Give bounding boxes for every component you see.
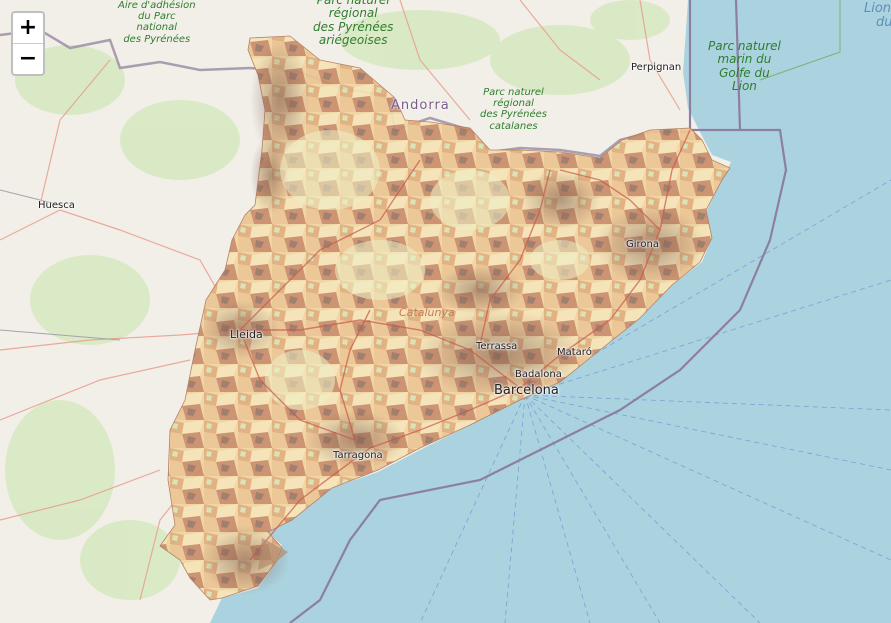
park-marin-line-3: Golfe du [719, 65, 770, 80]
park-ariege-line-3: des Pyrénées [313, 19, 394, 34]
park-catalanes-line-1: Parc naturel [483, 87, 544, 98]
city-label-badalona: Badalona [515, 369, 562, 380]
city-label-barcelona: Barcelona [494, 383, 559, 398]
city-label-terrassa: Terrassa [476, 341, 518, 352]
park-catalanes-line-4: catalanes [489, 120, 538, 132]
region-label-catalunya: Catalunya [399, 306, 455, 319]
city-label-perpignan: Perpignan [631, 62, 682, 73]
zoom-in-button[interactable]: + [13, 13, 43, 44]
country-label-andorra: Andorra [391, 98, 450, 113]
park-catalanes-label: Parc naturel régional des Pyrénées catal… [480, 87, 547, 132]
sea-area [210, 0, 891, 623]
park-aire-line-3: national [136, 22, 178, 34]
main-roads [239, 129, 691, 561]
park-aire-line-4: des Pyrénées [123, 33, 191, 45]
gulf-label: Lion du [864, 1, 891, 31]
park-marin-label: Parc naturel marin du Golfe du Lion [708, 39, 781, 94]
minor-roads [0, 189, 121, 341]
city-label-lleida: Lleida [230, 328, 263, 341]
park-aire-label: Aire d'adhésion du Parc national des Pyr… [118, 0, 196, 45]
maritime-lines [419, 179, 891, 623]
park-ariege-label: Parc naturel régional des Pyrénées ariég… [313, 0, 393, 48]
zoom-control: + − [11, 11, 45, 76]
park-ariege-line-2: régional [328, 6, 378, 21]
park-marin-line-4: Lion [731, 79, 757, 94]
gulf-line-2: du [876, 15, 891, 31]
marine-park-boundary [289, 0, 788, 623]
gulf-line-1: Lion [864, 1, 891, 16]
forest-areas [5, 0, 670, 600]
park-aire-line-1: Aire d'adhésion [118, 0, 196, 11]
city-label-tarragona: Tarragona [333, 450, 383, 461]
park-marin-line-2: marin du [717, 52, 772, 67]
park-catalanes-line-3: des Pyrénées [480, 109, 547, 121]
city-label-girona: Girona [626, 239, 660, 250]
urban-shading [200, 40, 705, 595]
park-marin-line-1: Parc naturel [708, 39, 781, 53]
city-label-huesca: Huesca [38, 200, 75, 211]
park-ariege-line-4: ariégeoises [318, 33, 388, 48]
light-patches [265, 130, 590, 410]
city-label-mataro: Mataró [557, 347, 592, 358]
park-aire-line-2: du Parc [137, 11, 176, 23]
zoom-out-button[interactable]: − [18, 46, 38, 71]
park-catalanes-line-2: régional [493, 98, 534, 110]
park-ariege-line-1: Parc naturel [316, 0, 390, 7]
